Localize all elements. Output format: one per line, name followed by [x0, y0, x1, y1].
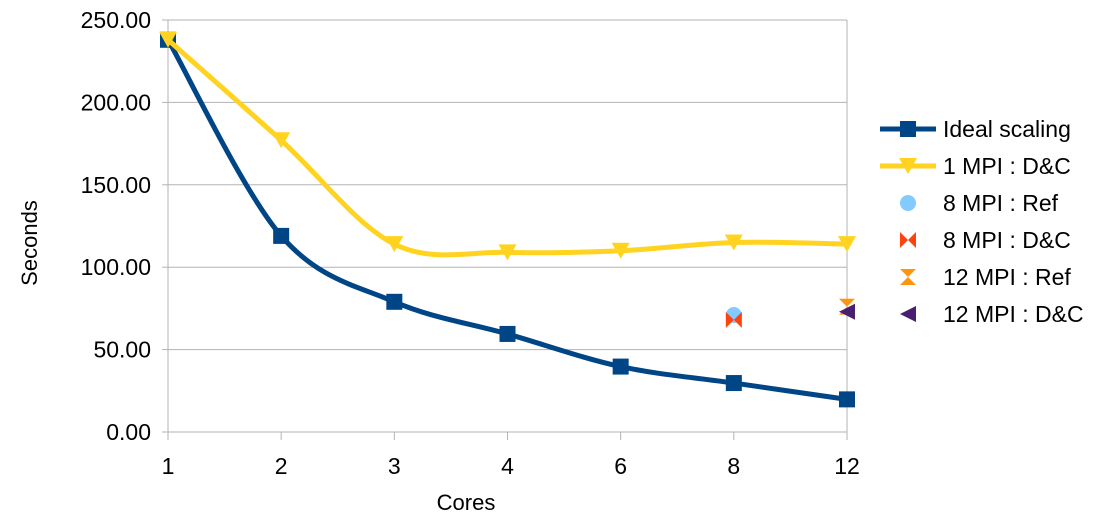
data-point [272, 132, 291, 149]
data-point [725, 311, 742, 328]
data-point [499, 325, 516, 342]
legend-item: 12 MPI : Ref [900, 264, 1071, 290]
y-axis-ticks: 0.00 50.00 100.00 150.00 200.00 250.00 [81, 7, 151, 445]
legend-item: 1 MPI : D&C [880, 153, 1071, 179]
data-point [838, 236, 856, 253]
y-tick-label: 150.00 [81, 172, 151, 198]
y-tick-label: 0.00 [106, 419, 151, 445]
data-point [725, 375, 742, 392]
legend-label: 1 MPI : D&C [943, 153, 1071, 179]
legend-label: 8 MPI : Ref [943, 190, 1059, 216]
legend-item: 8 MPI : D&C [900, 227, 1071, 253]
legend-swatch-marker [899, 158, 917, 174]
legend-swatch-marker [900, 269, 916, 285]
legend-label: Ideal scaling [943, 116, 1071, 142]
y-tick-label: 50.00 [93, 337, 151, 363]
legend-label: 12 MPI : Ref [943, 264, 1071, 290]
legend-label: 12 MPI : D&C [943, 301, 1084, 327]
data-point [386, 293, 403, 310]
x-tick-label: 2 [275, 453, 288, 479]
legend-item: Ideal scaling [880, 116, 1071, 142]
legend-swatch-marker [900, 195, 916, 211]
x-tick-label: 3 [388, 453, 401, 479]
data-point [159, 31, 177, 48]
y-tick-label: 250.00 [81, 7, 151, 33]
data-point [839, 303, 855, 320]
legend-label: 8 MPI : D&C [943, 227, 1071, 253]
x-axis-title: Cores [437, 490, 496, 515]
y-tick-label: 200.00 [81, 89, 151, 115]
x-tick-label: 1 [162, 453, 175, 479]
x-tick-label: 12 [834, 453, 860, 479]
series-line [165, 37, 850, 402]
series-5 [839, 303, 855, 320]
legend-swatch-marker [900, 121, 916, 137]
legend-item: 8 MPI : Ref [900, 190, 1059, 216]
series-0 [160, 31, 855, 408]
data-point [839, 391, 855, 408]
legend-swatch-marker [900, 232, 916, 248]
series-3 [725, 311, 742, 328]
data-point [385, 236, 404, 253]
data-point [612, 358, 629, 375]
x-tick-label: 6 [614, 453, 627, 479]
data-point [724, 234, 743, 251]
y-axis-title: Seconds [17, 200, 42, 286]
grid [162, 19, 848, 440]
data-point [498, 244, 517, 261]
legend-swatch-marker [900, 306, 916, 322]
x-tick-label: 4 [501, 453, 514, 479]
x-tick-label: 8 [727, 453, 740, 479]
data-point [273, 227, 290, 244]
series-layer [159, 31, 856, 408]
data-point [611, 242, 630, 259]
legend: Ideal scaling 1 MPI : D&C 8 MPI : Ref 8 MPI… [880, 116, 1084, 327]
series-1 [159, 31, 856, 261]
x-axis-ticks: 1 2 3 4 6 8 12 [162, 453, 860, 479]
y-tick-label: 100.00 [81, 254, 151, 280]
legend-item: 12 MPI : D&C [900, 301, 1084, 327]
